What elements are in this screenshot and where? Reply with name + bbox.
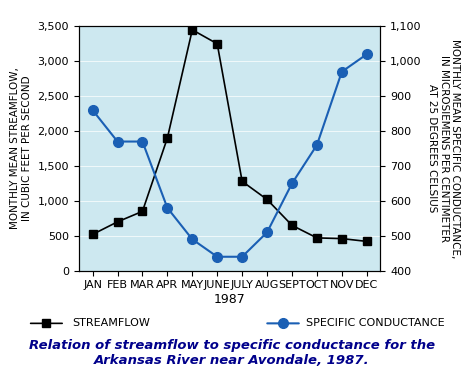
Y-axis label: MONTHLY MEAN STREAMFLOW,
IN CUBIC FEET PER SECOND: MONTHLY MEAN STREAMFLOW, IN CUBIC FEET P… bbox=[10, 68, 32, 229]
Text: Relation of streamflow to specific conductance for the
Arkansas River near Avond: Relation of streamflow to specific condu… bbox=[29, 340, 434, 367]
Y-axis label: MONTHLY MEAN SPECIFIC CONDUCTANCE,
IN MICROSIEMENS PER CENTIMETER
AT 25 DEGREES : MONTHLY MEAN SPECIFIC CONDUCTANCE, IN MI… bbox=[426, 39, 459, 258]
Text: SPECIFIC CONDUCTANCE: SPECIFIC CONDUCTANCE bbox=[306, 318, 444, 328]
Text: STREAMFLOW: STREAMFLOW bbox=[72, 318, 150, 328]
X-axis label: 1987: 1987 bbox=[213, 293, 245, 306]
